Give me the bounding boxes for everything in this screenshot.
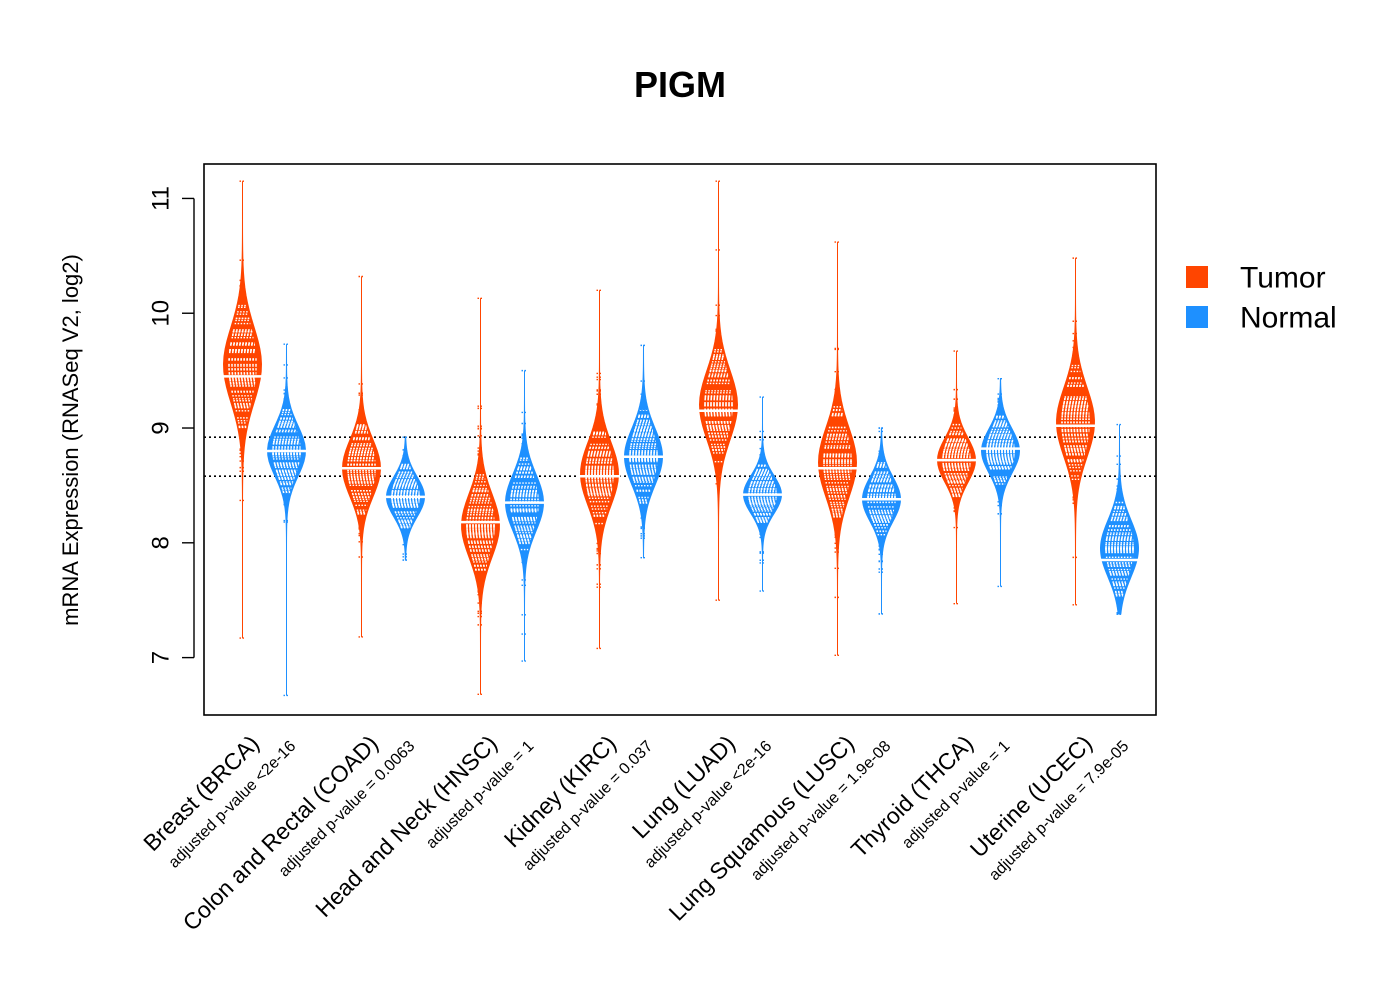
category-group-7 <box>935 350 1022 605</box>
y-axis: 7 8 9 10 11 <box>147 186 195 664</box>
category-group-6 <box>816 241 903 657</box>
plot-area <box>204 180 1156 697</box>
y-tick-label-10: 10 <box>147 300 174 327</box>
category-group-2 <box>340 275 427 638</box>
bean-tumor-4 <box>580 290 619 649</box>
chart-title: PIGM <box>634 64 726 105</box>
bean-normal-2 <box>385 436 426 561</box>
y-axis-label: mRNA Expression (RNASeq V2, log2) <box>58 254 83 626</box>
category-group-3 <box>459 297 546 696</box>
legend-swatch-normal <box>1186 306 1208 328</box>
category-group-4 <box>578 289 665 650</box>
category-group-1 <box>221 180 308 697</box>
category-group-8 <box>1054 257 1141 615</box>
legend-label-normal: Normal <box>1240 302 1337 335</box>
legend-label-tumor: Tumor <box>1240 262 1326 295</box>
category-group-5 <box>697 180 784 601</box>
bean-tumor-2 <box>341 276 382 637</box>
bean-normal-3 <box>505 370 544 662</box>
y-tick-label-9: 9 <box>147 421 174 434</box>
bean-tumor-1 <box>223 181 262 639</box>
legend-swatch-tumor <box>1186 266 1208 288</box>
bean-normal-4 <box>624 344 663 559</box>
y-tick-label-11: 11 <box>147 186 174 211</box>
legend: Tumor Normal <box>1186 262 1337 335</box>
x-axis-labels: Breast (BRCA)adjusted p-value <2e-16Colo… <box>138 730 1132 935</box>
y-tick-label-8: 8 <box>147 536 174 549</box>
plot-frame <box>203 163 1157 716</box>
y-tick-label-7: 7 <box>147 651 174 664</box>
